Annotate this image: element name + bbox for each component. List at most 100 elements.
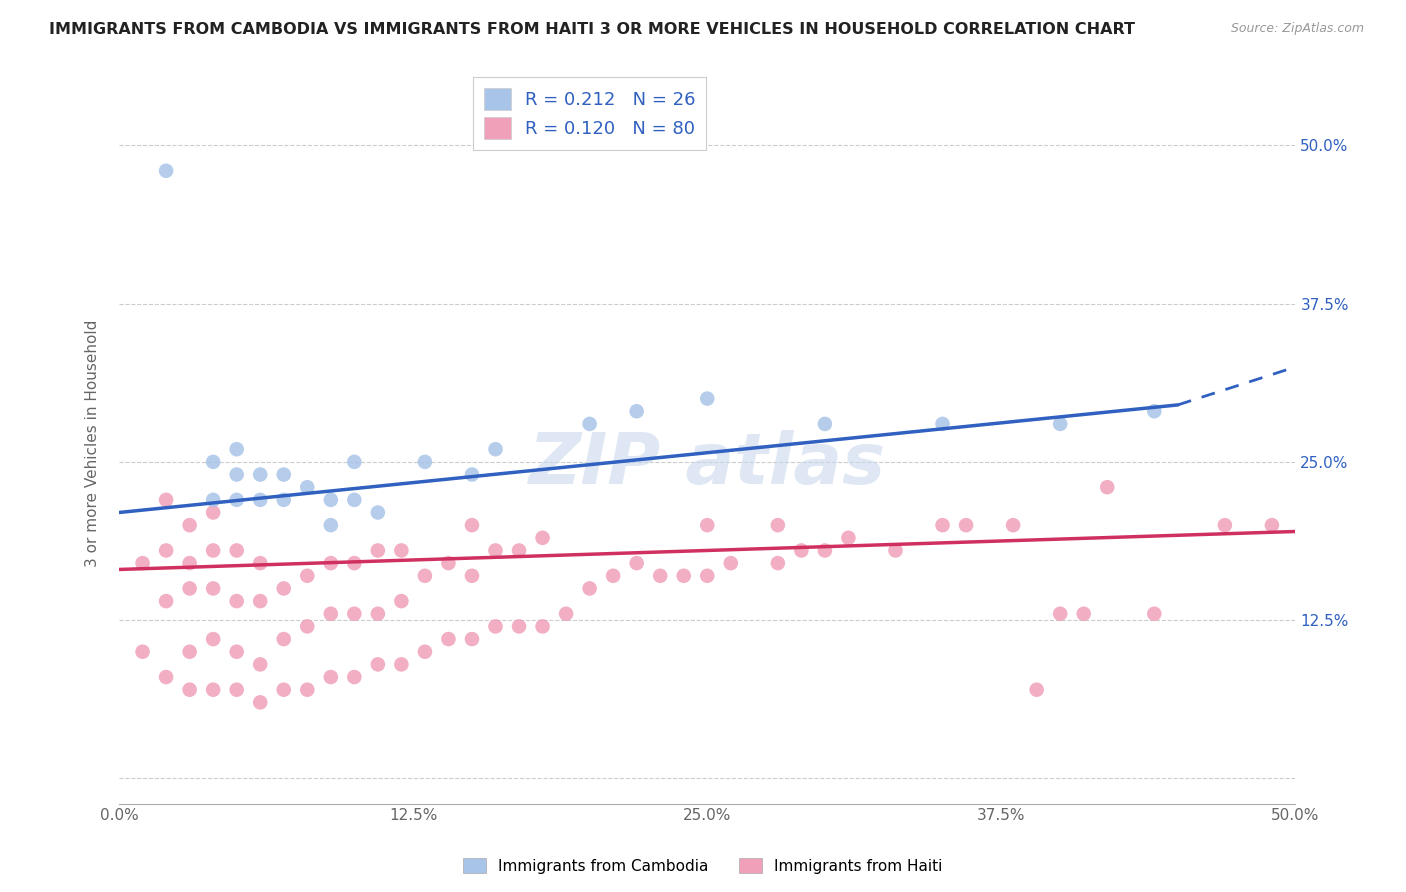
Point bbox=[1049, 607, 1071, 621]
Point bbox=[155, 492, 177, 507]
Point bbox=[297, 619, 319, 633]
Point bbox=[531, 531, 554, 545]
Point bbox=[1143, 404, 1166, 418]
Point bbox=[1213, 518, 1236, 533]
Point bbox=[273, 492, 295, 507]
Point bbox=[249, 695, 271, 709]
Y-axis label: 3 or more Vehicles in Household: 3 or more Vehicles in Household bbox=[86, 319, 100, 566]
Point bbox=[273, 467, 295, 482]
Point bbox=[155, 670, 177, 684]
Point bbox=[179, 582, 201, 596]
Point bbox=[225, 594, 247, 608]
Point bbox=[814, 543, 837, 558]
Point bbox=[367, 657, 389, 672]
Point bbox=[531, 619, 554, 633]
Point bbox=[155, 543, 177, 558]
Point bbox=[437, 632, 460, 646]
Point bbox=[461, 632, 484, 646]
Point bbox=[389, 543, 412, 558]
Legend: Immigrants from Cambodia, Immigrants from Haiti: Immigrants from Cambodia, Immigrants fro… bbox=[457, 852, 949, 880]
Point bbox=[696, 518, 718, 533]
Point bbox=[461, 467, 484, 482]
Point bbox=[1025, 682, 1047, 697]
Point bbox=[249, 492, 271, 507]
Point bbox=[273, 582, 295, 596]
Point bbox=[179, 682, 201, 697]
Point bbox=[837, 531, 859, 545]
Point bbox=[955, 518, 977, 533]
Point bbox=[225, 492, 247, 507]
Text: ZIP atlas: ZIP atlas bbox=[529, 430, 886, 499]
Point bbox=[790, 543, 813, 558]
Point bbox=[131, 645, 153, 659]
Point bbox=[179, 556, 201, 570]
Point bbox=[179, 645, 201, 659]
Point bbox=[297, 569, 319, 583]
Point bbox=[931, 518, 953, 533]
Point bbox=[696, 569, 718, 583]
Point bbox=[508, 543, 530, 558]
Point bbox=[1143, 607, 1166, 621]
Point bbox=[155, 163, 177, 178]
Point bbox=[343, 670, 366, 684]
Point bbox=[202, 582, 225, 596]
Point bbox=[343, 492, 366, 507]
Point bbox=[389, 657, 412, 672]
Point bbox=[626, 556, 648, 570]
Point bbox=[225, 543, 247, 558]
Point bbox=[249, 657, 271, 672]
Point bbox=[179, 518, 201, 533]
Point bbox=[225, 645, 247, 659]
Point bbox=[273, 632, 295, 646]
Legend: R = 0.212   N = 26, R = 0.120   N = 80: R = 0.212 N = 26, R = 0.120 N = 80 bbox=[472, 77, 706, 150]
Point bbox=[343, 455, 366, 469]
Point bbox=[343, 556, 366, 570]
Point bbox=[766, 518, 789, 533]
Point bbox=[672, 569, 695, 583]
Point bbox=[696, 392, 718, 406]
Point bbox=[319, 607, 342, 621]
Point bbox=[367, 506, 389, 520]
Point bbox=[413, 569, 436, 583]
Point bbox=[389, 594, 412, 608]
Point bbox=[814, 417, 837, 431]
Point bbox=[437, 556, 460, 570]
Point bbox=[202, 543, 225, 558]
Point bbox=[319, 492, 342, 507]
Point bbox=[225, 467, 247, 482]
Point bbox=[1073, 607, 1095, 621]
Point bbox=[225, 442, 247, 457]
Point bbox=[202, 682, 225, 697]
Point bbox=[508, 619, 530, 633]
Point bbox=[461, 518, 484, 533]
Point bbox=[225, 682, 247, 697]
Point bbox=[650, 569, 672, 583]
Point bbox=[884, 543, 907, 558]
Point bbox=[578, 417, 600, 431]
Point bbox=[720, 556, 742, 570]
Point bbox=[297, 682, 319, 697]
Point bbox=[602, 569, 624, 583]
Point bbox=[273, 682, 295, 697]
Point bbox=[319, 518, 342, 533]
Point bbox=[461, 569, 484, 583]
Point bbox=[484, 619, 506, 633]
Point bbox=[484, 442, 506, 457]
Point bbox=[297, 480, 319, 494]
Point bbox=[626, 404, 648, 418]
Point bbox=[413, 645, 436, 659]
Point bbox=[202, 492, 225, 507]
Point bbox=[202, 455, 225, 469]
Point bbox=[249, 556, 271, 570]
Point bbox=[343, 607, 366, 621]
Point bbox=[931, 417, 953, 431]
Point bbox=[319, 670, 342, 684]
Point bbox=[1049, 417, 1071, 431]
Point bbox=[249, 594, 271, 608]
Point bbox=[1097, 480, 1119, 494]
Text: Source: ZipAtlas.com: Source: ZipAtlas.com bbox=[1230, 22, 1364, 36]
Text: IMMIGRANTS FROM CAMBODIA VS IMMIGRANTS FROM HAITI 3 OR MORE VEHICLES IN HOUSEHOL: IMMIGRANTS FROM CAMBODIA VS IMMIGRANTS F… bbox=[49, 22, 1135, 37]
Point bbox=[1002, 518, 1025, 533]
Point bbox=[484, 543, 506, 558]
Point bbox=[555, 607, 578, 621]
